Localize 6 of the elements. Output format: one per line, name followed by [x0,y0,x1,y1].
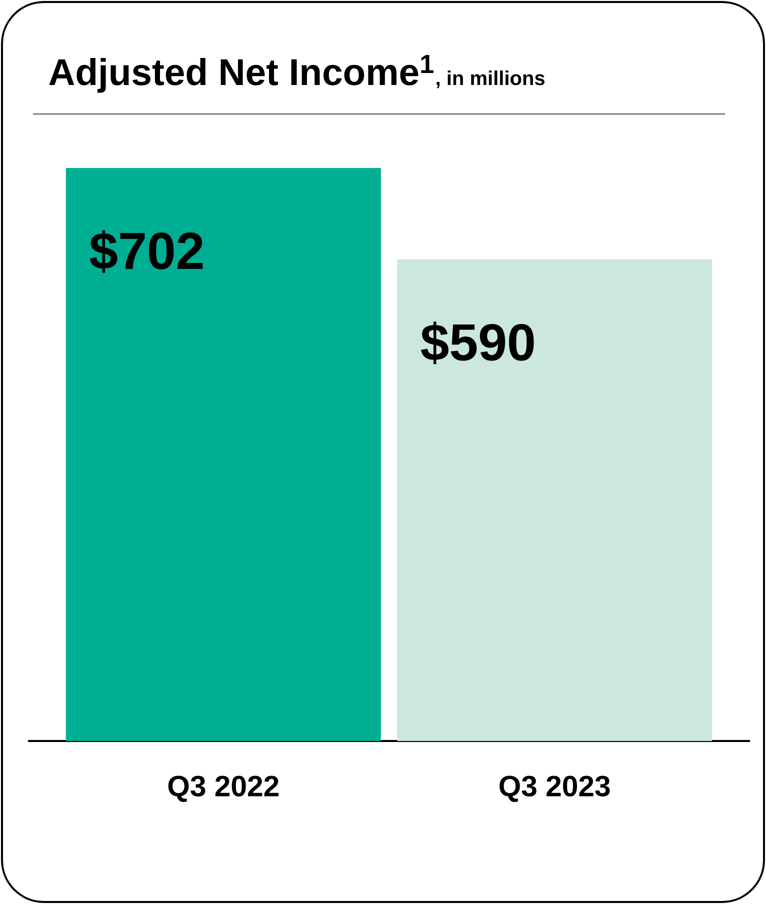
chart-subtitle: , in millions [436,70,544,88]
x-tick-label: Q3 2023 [500,776,610,802]
chart-title: Adjusted Net Income$^{1}$ [49,54,434,93]
data-label: $702 [90,230,203,273]
data-label: $590 [420,322,534,364]
x-tick-label: Q3 2022 [168,776,278,802]
